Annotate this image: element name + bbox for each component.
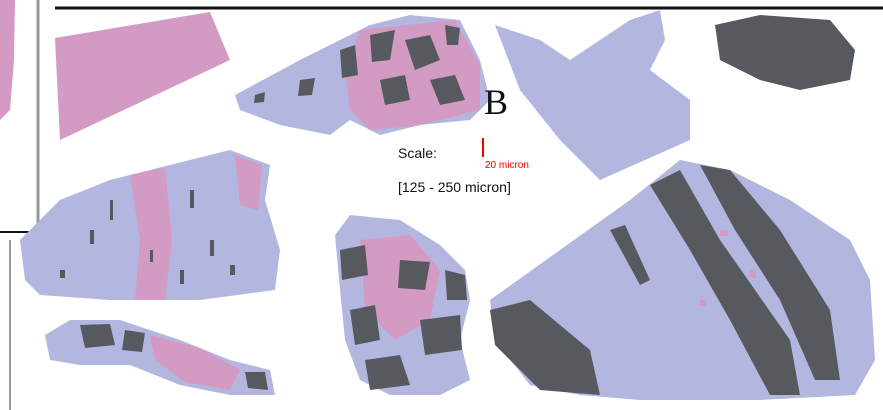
size-range: [125 - 250 micron]: [398, 179, 511, 195]
scale-bar-label: 20 micron: [485, 160, 529, 171]
particle-phase: [345, 20, 480, 130]
figure-panel: B Scale: 20 micron [125 - 250 micron]: [0, 0, 883, 410]
panel-label: B: [484, 82, 508, 122]
scale-label: Scale:: [398, 145, 437, 161]
